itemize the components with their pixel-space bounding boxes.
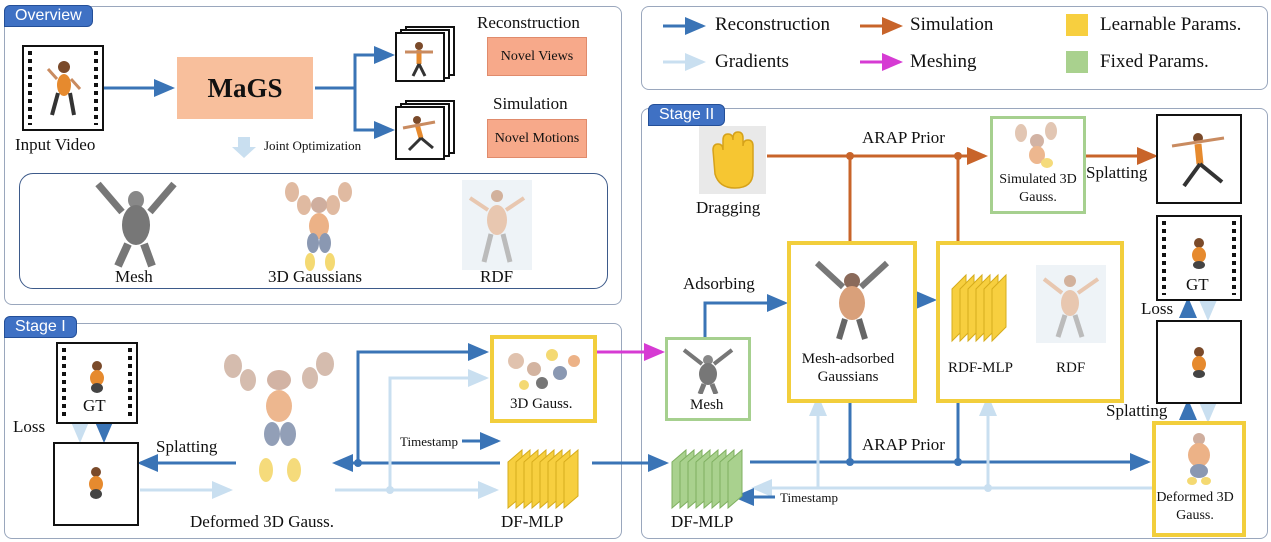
stage1-render-frame — [53, 442, 139, 526]
arap-prior-bottom-label: ARAP Prior — [862, 435, 945, 454]
mesh-label: Mesh — [115, 267, 153, 286]
input-video-frame — [22, 45, 104, 131]
legend-swatch-fixed — [1066, 51, 1088, 73]
splatting-bottom-label: Splatting — [1106, 401, 1168, 420]
rdf-mlp-label: RDF-MLP — [948, 360, 1014, 376]
novel-views-box: Novel Views — [487, 37, 587, 76]
mesh-adsorbed-box: Mesh-adsorbed Gaussians — [787, 241, 917, 403]
dragging-hand-icon — [699, 126, 766, 194]
stage2-mesh-label: Mesh — [690, 397, 724, 413]
adsorbing-label: Adsorbing — [683, 274, 755, 293]
rdf-label: RDF — [480, 267, 514, 286]
reconstruction-title: Reconstruction — [477, 13, 580, 32]
stage2-dfmlp-label: DF-MLP — [671, 512, 734, 531]
legend-simulation: Simulation — [910, 14, 994, 35]
stage2-deformed-label: Deformed 3D Gauss. — [1156, 490, 1234, 523]
stage2-gt-label: GT — [1186, 275, 1209, 294]
overview-tab: Overview — [4, 5, 93, 27]
stage2-gt-frame: GT — [1156, 215, 1242, 301]
stage1-timestamp-label: Timestamp — [400, 434, 459, 449]
gaussians-label: 3D Gaussians — [268, 267, 362, 286]
rdf-mlp-box: RDF-MLP RDF — [936, 241, 1124, 403]
stage1-splatting-label: Splatting — [156, 437, 218, 456]
stage1-gt-label: GT — [83, 396, 106, 415]
legend-fixed: Fixed Params. — [1100, 51, 1209, 72]
splatting-top-label: Splatting — [1086, 163, 1148, 182]
representations-box — [19, 173, 608, 289]
mesh-figure — [95, 181, 177, 268]
stage2-mesh-box: Mesh — [665, 337, 751, 421]
stage1-gt-frame: GT — [56, 342, 138, 424]
joint-optimization-label: Joint Optimization — [264, 138, 362, 153]
input-video-label: Input Video — [15, 135, 96, 154]
figure-icon — [46, 61, 82, 116]
simulation-title: Simulation — [493, 94, 568, 113]
arap-prior-top-label: ARAP Prior — [862, 128, 945, 147]
simulation-stack — [395, 100, 457, 162]
mags-core-box: MaGS — [177, 57, 313, 119]
legend-panel — [641, 6, 1268, 90]
legend-reconstruction: Reconstruction — [715, 14, 831, 35]
stage2-tab: Stage II — [648, 104, 726, 126]
stage1-dfmlp-label: DF-MLP — [501, 512, 564, 531]
stage1-deformed-label: Deformed 3D Gauss. — [190, 512, 334, 531]
novel-motions-box: Novel Motions — [487, 119, 587, 158]
dragging-label: Dragging — [696, 198, 761, 217]
stage1-3d-gauss-label: 3D Gauss. — [510, 396, 573, 412]
legend-meshing: Meshing — [910, 51, 977, 72]
gaussians-figure — [285, 182, 352, 271]
simulated-gauss-label: Simulated 3D Gauss. — [999, 172, 1077, 205]
legend-gradients: Gradients — [715, 51, 789, 72]
stage2-deformed-box: Deformed 3D Gauss. — [1152, 421, 1246, 537]
legend-swatch-learnable — [1066, 14, 1088, 36]
mesh-adsorbed-label: Mesh-adsorbed Gaussians — [801, 351, 895, 385]
stage2-rdf-label: RDF — [1056, 360, 1086, 376]
stage1-tab: Stage I — [4, 316, 77, 338]
simulated-output-frame — [1156, 114, 1242, 204]
simulated-gauss-box: Simulated 3D Gauss. — [990, 116, 1086, 214]
joint-optimization-arrow — [232, 137, 256, 158]
stage2-loss-label: Loss — [1141, 299, 1174, 318]
stage2-timestamp-label: Timestamp — [780, 490, 839, 505]
stage1-3d-gauss-box: 3D Gauss. — [490, 335, 597, 423]
stage2-render-frame — [1156, 320, 1242, 404]
rdf-figure — [462, 180, 532, 270]
legend-learnable: Learnable Params. — [1100, 14, 1242, 35]
reconstruction-stack — [395, 26, 457, 82]
stage1-loss-label: Loss — [13, 417, 46, 436]
